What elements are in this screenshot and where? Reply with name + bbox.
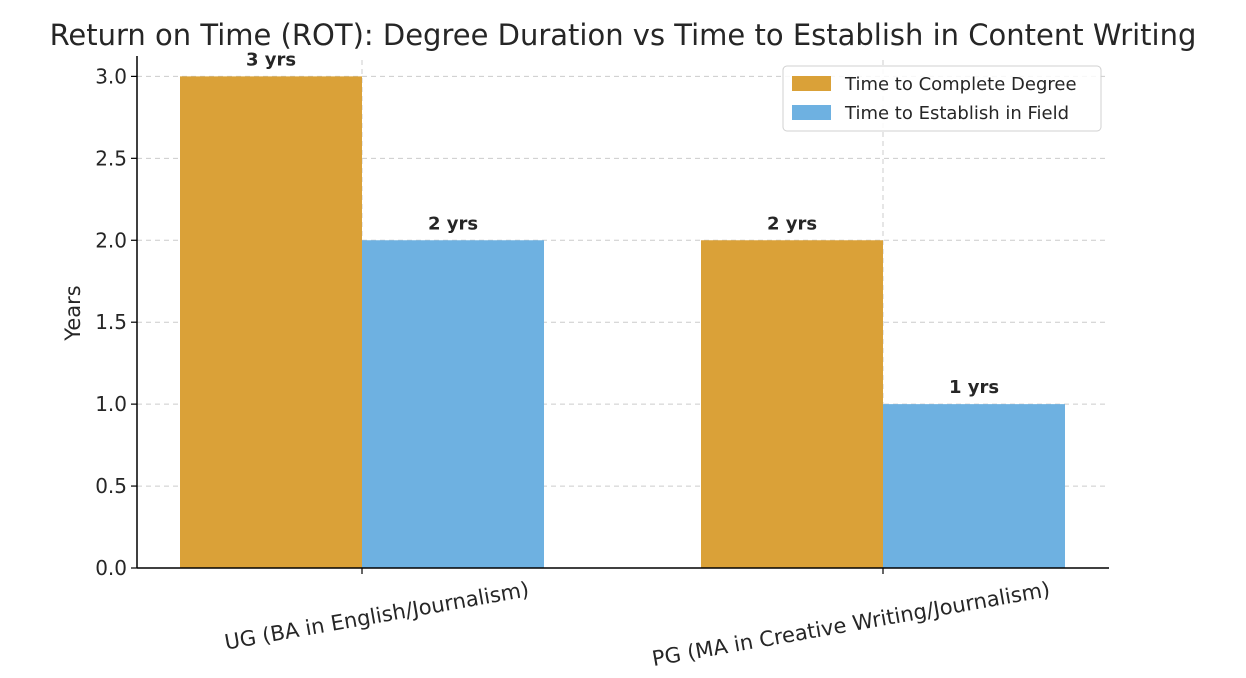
legend: Time to Complete Degree Time to Establish… [782, 65, 1102, 132]
chart-title: Return on Time (ROT): Degree Duration vs… [50, 18, 1197, 52]
x-tick-label: PG (MA in Creative Writing/Journalism) [650, 577, 1052, 671]
y-tick-label: 1.0 [95, 392, 127, 416]
data-label: 2 yrs [428, 213, 478, 234]
bar-degree-0 [180, 76, 362, 569]
legend-swatch [792, 105, 831, 120]
y-tick-label: 3.0 [95, 64, 127, 88]
x-tick-label: UG (BA in English/Journalism) [223, 577, 531, 654]
data-label: 2 yrs [767, 213, 817, 234]
labels-layer: 3 yrs 2 yrs 2 yrs 1 yrs [246, 49, 999, 398]
y-tick-label: 2.5 [95, 146, 127, 170]
y-tick-label: 0.0 [95, 556, 127, 580]
legend-box [782, 65, 1102, 132]
y-tick-label: 0.5 [95, 474, 127, 498]
data-label: 3 yrs [246, 49, 296, 70]
legend-label: Time to Establish in Field [844, 103, 1069, 124]
bar-establish-0 [362, 240, 544, 569]
legend-swatch [792, 76, 831, 91]
bar-degree-1 [701, 240, 883, 569]
legend-label: Time to Complete Degree [844, 74, 1077, 95]
y-tick-label: 1.5 [95, 310, 127, 334]
y-axis-label: Years [61, 285, 85, 341]
data-label: 1 yrs [949, 377, 999, 398]
bar-establish-1 [883, 404, 1065, 568]
y-tick-label: 2.0 [95, 228, 127, 252]
bars-layer [180, 76, 1065, 569]
